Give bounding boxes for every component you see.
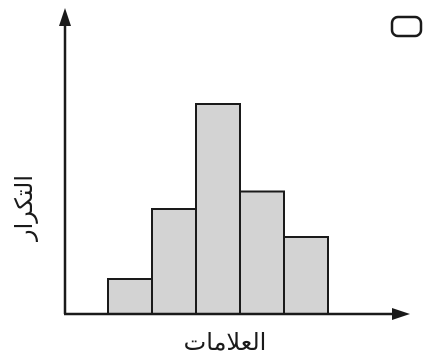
- histogram-bar-1: [107, 278, 153, 315]
- histogram-bar-4: [239, 190, 285, 315]
- y-axis-arrowhead: [59, 8, 71, 26]
- histogram-bar-5: [283, 236, 329, 315]
- x-axis-arrowhead: [392, 308, 410, 320]
- corner-rounded-rectangle: [390, 15, 423, 38]
- y-axis-label: التكرار: [10, 175, 38, 242]
- histogram-bar-3: [195, 103, 241, 315]
- histogram-bar-2: [151, 208, 197, 315]
- x-axis-label: العلامات: [184, 328, 267, 356]
- bars-group: [107, 103, 329, 315]
